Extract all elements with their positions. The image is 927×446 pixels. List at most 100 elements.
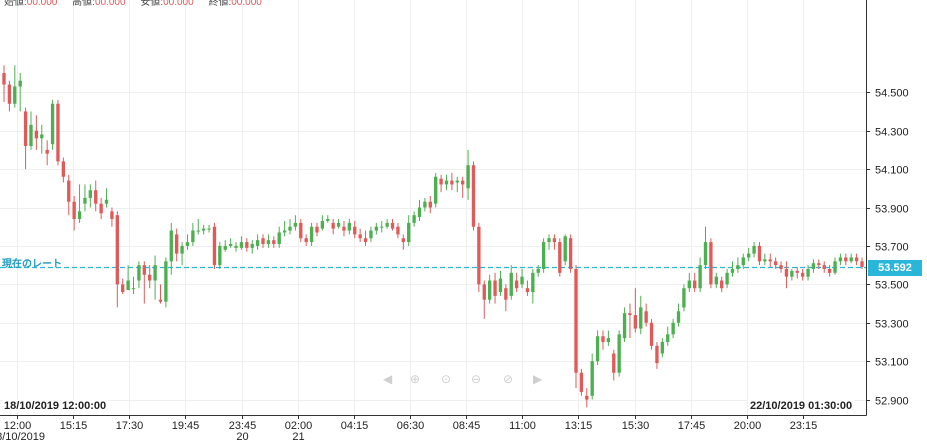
high-label: 高値	[72, 0, 93, 8]
candle-body	[369, 230, 373, 239]
candle-body	[315, 226, 319, 233]
candle-body	[72, 201, 76, 220]
candle-body	[644, 311, 648, 323]
x-tick-label: 23:45	[229, 420, 257, 432]
candle-body	[239, 242, 244, 248]
candle-body	[88, 190, 93, 198]
zoom-out-icon[interactable]: ⊖	[471, 372, 482, 386]
candle-body	[61, 161, 66, 177]
candle-body	[428, 201, 432, 208]
candle-body	[747, 253, 751, 258]
candle-body	[353, 226, 357, 235]
y-tick-label: 54.300	[875, 127, 909, 139]
low-label: 安値	[140, 0, 161, 8]
y-tick-label: 54.500	[875, 88, 909, 100]
candle-body	[212, 226, 217, 266]
candle-body	[110, 211, 114, 220]
candle-body	[514, 280, 519, 289]
candle-body	[439, 178, 443, 185]
candle-body	[358, 234, 362, 239]
x-tick-label: 17:30	[116, 420, 144, 432]
candle-body	[266, 240, 271, 245]
scroll-left-icon[interactable]: ◀	[383, 372, 393, 386]
range-start-label: 18/10/2019 12:00:00	[2, 400, 109, 412]
candle-body	[844, 257, 848, 262]
y-tick-label: 53.300	[875, 319, 909, 331]
candle-body	[104, 199, 109, 204]
candle-body	[714, 276, 718, 285]
zoom-fit-icon[interactable]: ⊘	[503, 372, 514, 386]
candle-body	[250, 244, 254, 248]
candle-body	[417, 207, 422, 218]
candle-body	[282, 230, 287, 233]
x-tick-label: 15:15	[60, 420, 88, 432]
open-label: 始値	[4, 0, 24, 8]
candle-body	[380, 226, 384, 228]
y-tick-label: 53.100	[875, 357, 909, 369]
zoom-in-icon[interactable]: ⊕	[410, 372, 421, 386]
candle-body	[2, 73, 6, 85]
candle-body	[261, 238, 265, 245]
candle-body	[763, 259, 767, 262]
candle-body	[752, 245, 756, 254]
candle-body	[131, 288, 136, 290]
candle-body	[795, 270, 799, 273]
candle-body	[255, 240, 260, 246]
x-tick-label: 06:30	[397, 420, 425, 432]
candle-body	[525, 288, 530, 293]
candle-body	[234, 245, 238, 248]
candle-body	[730, 268, 735, 273]
candle-body	[326, 219, 330, 221]
x-tick-label: 15:30	[622, 420, 650, 432]
candle-body	[574, 268, 578, 373]
candle-body	[817, 263, 821, 266]
candle-body	[693, 280, 697, 289]
candle-body	[649, 322, 654, 346]
candle-body	[585, 395, 589, 400]
x-tick-label: 20:00	[734, 420, 762, 432]
candles	[2, 65, 864, 408]
candle-body	[531, 272, 535, 293]
current-price-tag: 53.592	[868, 259, 922, 276]
candle-body	[671, 322, 675, 335]
candle-body	[385, 222, 389, 227]
candle-body	[741, 257, 745, 266]
candle-body	[40, 134, 44, 139]
candle-body	[363, 238, 368, 243]
candle-body	[77, 211, 82, 220]
candle-body	[827, 268, 832, 273]
candle-body	[579, 372, 584, 392]
candle-body	[121, 284, 125, 293]
open-value: 00.000	[26, 0, 58, 8]
ohlc-header: 始値:00.000 高値:00.000 安値:00.000 終値:00.000	[4, 0, 274, 8]
candle-body	[504, 288, 508, 300]
x-tick-label: 08:45	[453, 420, 481, 432]
candle-body	[568, 238, 573, 269]
range-end-label: 22/10/2019 01:30:00	[748, 400, 855, 412]
candle-body	[520, 276, 524, 285]
x-tick-label: 12:00	[4, 420, 32, 432]
candle-body	[191, 230, 195, 243]
candle-body	[396, 226, 400, 235]
candle-body	[725, 272, 729, 285]
candle-body	[196, 230, 200, 232]
candle-body	[223, 245, 227, 250]
candle-body	[536, 268, 540, 273]
x-sublabel: 20	[236, 431, 248, 443]
candle-body	[612, 353, 616, 373]
low-value: 00.000	[163, 0, 194, 8]
candle-body	[595, 336, 600, 362]
scroll-right-icon[interactable]: ▶	[533, 372, 543, 386]
candle-body	[94, 190, 98, 204]
zoom-reset-icon[interactable]: ⊙	[441, 372, 452, 386]
candle-body	[245, 242, 249, 248]
candle-body	[666, 334, 670, 342]
y-tick-label: 53.900	[875, 204, 909, 216]
x-tick-label: 04:15	[341, 420, 369, 432]
candle-body	[806, 268, 810, 277]
candle-body	[207, 228, 211, 230]
y-tick-label: 53.700	[875, 242, 909, 254]
candle-body	[336, 222, 341, 227]
x-tick-label: 17:45	[678, 420, 706, 432]
